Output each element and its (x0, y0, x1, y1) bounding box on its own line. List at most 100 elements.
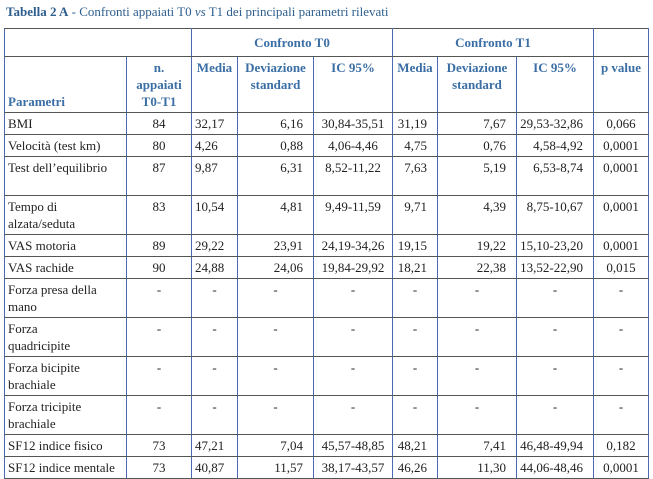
cell-media-t1: - (392, 317, 438, 357)
column-header-parametro: Parametri (4, 56, 127, 113)
cell-dev-std-t1: 22,38 (437, 256, 517, 279)
cell-media-t1: - (392, 356, 438, 396)
cell-media-t0: 32,17 (191, 112, 238, 135)
cell-p-value: - (593, 278, 649, 318)
table-row: Test dell’equilibrio 87 9,87 6,31 8,52-11,22… (4, 156, 649, 196)
cell-media-t0: 10,54 (191, 195, 238, 235)
cell-ic95-t1: - (516, 317, 594, 357)
cell-media-t0: 9,87 (191, 156, 238, 196)
cell-ic95-t1: 46,48-49,94 (516, 434, 594, 457)
cell-ic95-t0: 9,49-11,59 (313, 195, 393, 235)
cell-ic95-t0: - (313, 356, 393, 396)
cell-media-t1: 4,75 (392, 134, 438, 157)
cell-n-appaiati: 73 (126, 434, 192, 457)
cell-ic95-t0: 30,84-35,51 (313, 112, 393, 135)
cell-ic95-t1: 13,52-22,90 (516, 256, 594, 279)
table-row: SF12 indice mentale 73 40,87 11,57 38,17-43,… (4, 456, 649, 479)
cell-media-t1: 31,19 (392, 112, 438, 135)
cell-dev-std-t0: 6,31 (237, 156, 314, 196)
cell-p-value: - (593, 356, 649, 396)
cell-p-value: 0,066 (593, 112, 649, 135)
cell-parametro: SF12 indice mentale (4, 456, 127, 479)
table-row: Velocità (test km) 80 4,26 0,88 4,06-4,46 4,7… (4, 134, 649, 157)
header-group-t0: Confronto T0 (191, 28, 393, 57)
cell-dev-std-t1: - (437, 278, 517, 318)
cell-ic95-t0: - (313, 395, 393, 435)
cell-p-value: 0,182 (593, 434, 649, 457)
cell-dev-std-t1: 4,39 (437, 195, 517, 235)
cell-dev-std-t0: 0,88 (237, 134, 314, 157)
cell-media-t1: 46,26 (392, 456, 438, 479)
cell-dev-std-t1: 0,76 (437, 134, 517, 157)
header-empty (4, 28, 192, 57)
caption-text: Confronti appaiati T0 (79, 4, 195, 19)
cell-ic95-t0: 45,57-48,85 (313, 434, 393, 457)
table-row: Forza tricipite brachiale - - - - - - - - (4, 395, 649, 435)
cell-n-appaiati: 87 (126, 156, 192, 196)
cell-ic95-t0: 8,52-11,22 (313, 156, 393, 196)
column-header-ic95-t1: IC 95% (516, 56, 594, 113)
column-header-dev-std-t0: Deviazione standard (237, 56, 314, 113)
cell-p-value: 0,015 (593, 256, 649, 279)
cell-dev-std-t1: 5,19 (437, 156, 517, 196)
caption-text-end: T1 dei principali parametri rilevati (205, 4, 389, 19)
column-header-media-t0: Media (191, 56, 238, 113)
cell-dev-std-t1: 7,67 (437, 112, 517, 135)
header-group-t1: Confronto T1 (392, 28, 594, 57)
table-row: SF12 indice fisico 73 47,21 7,04 45,57-48,85… (4, 434, 649, 457)
cell-media-t0: 40,87 (191, 456, 238, 479)
cell-p-value: 0,0001 (593, 234, 649, 257)
cell-dev-std-t0: 23,91 (237, 234, 314, 257)
cell-parametro: Test dell’equilibrio (4, 156, 127, 196)
cell-ic95-t1: - (516, 395, 594, 435)
column-header-ic95-t0: IC 95% (313, 56, 393, 113)
cell-dev-std-t0: - (237, 356, 314, 396)
cell-media-t0: - (191, 278, 238, 318)
cell-media-t0: - (191, 395, 238, 435)
header-group-row: Confronto T0 Confronto T1 (4, 28, 649, 57)
cell-dev-std-t0: - (237, 395, 314, 435)
column-header-media-t1: Media (392, 56, 438, 113)
cell-media-t1: 48,21 (392, 434, 438, 457)
caption-vs: vs (194, 4, 206, 19)
cell-media-t1: - (392, 278, 438, 318)
table-row: VAS motoria 89 29,22 23,91 24,19-34,26 19,15 1… (4, 234, 649, 257)
cell-n-appaiati: 90 (126, 256, 192, 279)
column-header-p-value: p value (593, 56, 649, 113)
cell-n-appaiati: 80 (126, 134, 192, 157)
table-body: BMI 84 32,17 6,16 30,84-35,51 31,19 7,67 29,53-… (4, 112, 649, 479)
cell-ic95-t1: 29,53-32,86 (516, 112, 594, 135)
cell-p-value: 0,0001 (593, 456, 649, 479)
cell-parametro: Forza bicipite brachiale (4, 356, 127, 396)
cell-ic95-t0: 4,06-4,46 (313, 134, 393, 157)
cell-media-t0: 47,21 (191, 434, 238, 457)
cell-p-value: 0,0001 (593, 134, 649, 157)
cell-ic95-t1: 15,10-23,20 (516, 234, 594, 257)
cell-dev-std-t1: - (437, 395, 517, 435)
cell-n-appaiati: - (126, 395, 192, 435)
cell-parametro: Tempo di alzata/seduta (4, 195, 127, 235)
cell-media-t1: 18,21 (392, 256, 438, 279)
cell-ic95-t0: - (313, 317, 393, 357)
cell-media-t1: 9,71 (392, 195, 438, 235)
cell-n-appaiati: - (126, 317, 192, 357)
cell-media-t1: - (392, 395, 438, 435)
cell-dev-std-t0: 24,06 (237, 256, 314, 279)
comparison-table: Confronto T0 Confronto T1 Parametri n. ap… (4, 28, 649, 479)
table-row: Forza quadricipite - - - - - - - - (4, 317, 649, 357)
cell-parametro: SF12 indice fisico (4, 434, 127, 457)
cell-p-value: 0,0001 (593, 195, 649, 235)
cell-media-t0: 29,22 (191, 234, 238, 257)
cell-dev-std-t1: 7,41 (437, 434, 517, 457)
cell-dev-std-t0: - (237, 317, 314, 357)
cell-dev-std-t0: - (237, 278, 314, 318)
column-header-dev-std-t1: Deviazione standard (437, 56, 517, 113)
cell-ic95-t1: 8,75-10,67 (516, 195, 594, 235)
header-empty-p (593, 28, 649, 57)
cell-dev-std-t1: - (437, 356, 517, 396)
header-column-row: Parametri n. appaiati T0-T1 Media Deviazion… (4, 56, 649, 113)
table-row: Forza bicipite brachiale - - - - - - - - (4, 356, 649, 396)
cell-n-appaiati: 89 (126, 234, 192, 257)
table-row: BMI 84 32,17 6,16 30,84-35,51 31,19 7,67 29,53-… (4, 112, 649, 135)
cell-parametro: Velocità (test km) (4, 134, 127, 157)
